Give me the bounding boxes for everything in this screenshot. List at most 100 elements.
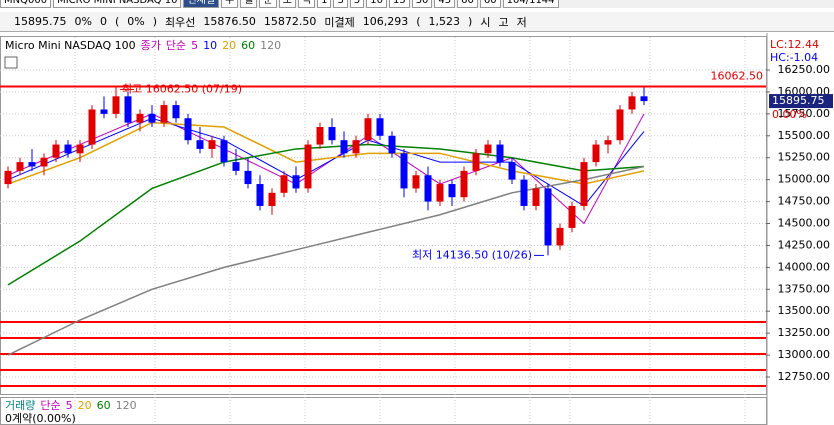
y-tick-label: 15500.00 [778,129,831,142]
candle-body [52,144,60,158]
candle-body [460,170,468,198]
candle-body [388,135,396,154]
y-tick-label: 14750.00 [778,195,831,208]
legend-text: 종가 [141,39,161,52]
quote-field: 0 [99,15,107,28]
legend-text: 10 [203,39,217,52]
chart: 16250.0016000.0015750.0015500.0015250.00… [0,33,834,425]
quote-field: 15872.50 [263,15,317,28]
candle-body [100,109,108,114]
quote-field: 15895.75 [14,15,67,28]
legend-text: 20 [222,39,236,52]
candle-body [484,144,492,154]
toolbar-button: 월 [240,0,258,8]
last-change: 0.00% [772,108,807,121]
candle-body [136,113,144,123]
y-tick-label: 13500.00 [778,304,831,317]
legend-text: 5 [191,39,198,52]
quote-field: 0% [74,15,92,28]
candle-body [304,144,312,189]
toolbar-button: 현재일 [183,0,220,8]
candle-body [520,179,528,206]
last-price-box [769,94,833,109]
candle-body [508,162,516,180]
candle-body [160,105,168,123]
candle-body [40,157,48,167]
toolbar-button: 30 [411,0,433,8]
candle-body [328,127,336,141]
toolbar-button: 초 [278,0,296,8]
candle-body [172,105,180,119]
quote-row: 15895.75 0% 0 (0%) 최우선 15876.50 15872.50 미결제 106… [0,12,834,32]
toolbar-button: 60 [479,0,501,8]
quote-field: 저 [516,15,527,29]
toolbar-row1: MNQ000 MICRO MINI NASDAQ 10 현재일 주 월 분 초 틱 1 3 5 10 1… [0,0,834,8]
quote-field: 최우선 [165,15,196,29]
candle-body [604,140,612,145]
legend-text: 120 [260,39,281,52]
last-price: 15895.75 [772,94,825,107]
quote-field: 15876.50 [203,15,256,28]
candle-body [112,96,120,114]
candle-body [292,175,300,189]
candle-body [76,144,84,154]
candle-body [184,118,192,141]
toolbar-button: 60 [457,0,478,8]
candle-body [268,192,276,206]
candle-body [64,144,72,154]
candle-body [340,140,348,154]
candle-body [4,170,12,185]
quote-field: 0% [127,15,145,28]
y-tick-label: 14250.00 [778,238,831,251]
toolbar-button: 45 [434,0,456,8]
annotation: 최고 16062.50 (07/19) [122,82,242,95]
quote-field: ( [114,15,120,28]
candle-body [436,184,444,202]
quote-field: 미결제 [324,15,355,29]
candle-body [28,162,36,167]
toolbar-button: 104/1144 [502,0,559,8]
volume-legend: 20 [78,399,92,412]
candle-body [316,127,324,145]
candle-body [628,96,636,110]
level-label: 16062.50 [711,69,764,82]
candle-body [496,144,504,163]
candle-body [148,113,156,123]
legend-text: 단순 [166,39,186,52]
volume-status: 0계약(0.00%) [5,411,76,425]
volume-legend: 60 [97,399,111,412]
quote-field: ( [416,15,421,28]
y-tick-label: 16250.00 [778,63,831,76]
quote-field: 시 [480,15,491,29]
y-tick-label: 13750.00 [778,282,831,295]
toolbar-button: 1 [317,0,332,8]
y-tick-label: 15000.00 [778,173,831,186]
candle-body [544,188,552,246]
candle-body [124,96,132,123]
legend-text: 60 [241,39,255,52]
quote-field: 1,523 [428,15,461,28]
y-tick-label: 13250.00 [778,326,831,339]
toolbar-button: 주 [221,0,239,8]
toolbar-button: 15 [388,0,410,8]
candle-body [244,170,252,185]
toolbar-button: 틱 [297,0,316,8]
y-tick-label: 14000.00 [778,260,831,273]
candle-body [232,162,240,171]
candle-body [88,109,96,145]
moving-average [7,121,645,185]
y-tick-label: 12750.00 [778,370,831,383]
toolbar-button: MICRO MINI NASDAQ 10 [53,0,182,8]
candle-body [256,184,264,206]
toolbar-button: 3 [333,0,348,8]
candle-body [220,140,228,163]
candle-body [208,140,216,149]
y-tick-label: 15750.00 [778,107,831,120]
toolbar-button: 5 [349,0,365,8]
candle-body [568,205,576,228]
y-tick-label: 13000.00 [778,348,831,361]
candle-body [556,227,564,246]
candle-body [472,153,480,171]
quote-field: 고 [498,15,509,29]
